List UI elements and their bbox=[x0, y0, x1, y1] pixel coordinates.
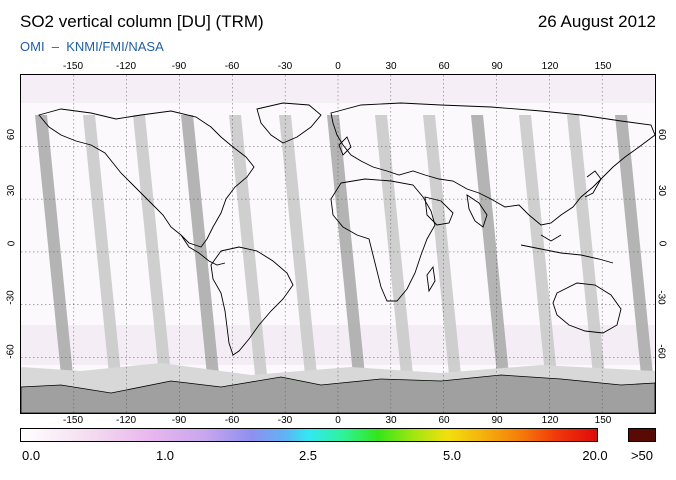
so2-map bbox=[20, 74, 656, 414]
south-america-coast bbox=[210, 246, 294, 356]
orbit-gap-stripe bbox=[279, 115, 317, 375]
lon-tick-bottom: 30 bbox=[385, 415, 397, 426]
europe-asia-coast bbox=[330, 102, 655, 226]
orbit-gap-stripe bbox=[423, 115, 461, 375]
africa-coast bbox=[330, 178, 436, 302]
lat-tick-left: -30 bbox=[5, 290, 17, 305]
lat-tick-right: 60 bbox=[656, 128, 668, 141]
lat-tick-left: 30 bbox=[6, 184, 18, 197]
japan-coast bbox=[584, 170, 602, 198]
australia-coast bbox=[552, 282, 622, 334]
arabia-india-coast bbox=[424, 194, 488, 228]
lon-tick-bottom: -90 bbox=[171, 415, 187, 426]
lon-tick-bottom: 0 bbox=[335, 415, 341, 426]
lon-tick-top: 120 bbox=[541, 61, 559, 72]
orbit-gap-stripe bbox=[471, 115, 509, 375]
coastlines bbox=[38, 102, 655, 356]
colorbar-label: 1.0 bbox=[155, 448, 175, 463]
lon-tick-bottom: -120 bbox=[115, 415, 137, 426]
orbit-gap-stripe bbox=[83, 115, 121, 375]
orbit-gap-stripe bbox=[133, 115, 171, 375]
lat-tick-left: 60 bbox=[6, 128, 18, 141]
lon-tick-top: 90 bbox=[491, 61, 503, 72]
north-america-coast bbox=[38, 108, 255, 248]
orbit-gap-stripe bbox=[327, 115, 365, 375]
orbit-gap-stripe bbox=[375, 115, 413, 375]
data-credit: OMI – KNMI/FMI/NASA bbox=[20, 39, 164, 54]
so2-colorbar bbox=[20, 428, 598, 442]
lon-tick-bottom: -60 bbox=[224, 415, 240, 426]
greenland-coast bbox=[256, 102, 322, 144]
lon-tick-top: 0 bbox=[335, 61, 341, 72]
lon-tick-bottom: 60 bbox=[438, 415, 450, 426]
central-america-coast bbox=[180, 234, 226, 266]
lon-tick-bottom: 150 bbox=[594, 415, 612, 426]
colorbar-overflow-box bbox=[628, 428, 656, 442]
lon-tick-bottom: -30 bbox=[277, 415, 293, 426]
lat-tick-right: 0 bbox=[656, 240, 668, 247]
graticule bbox=[21, 75, 655, 413]
colorbar-label: 20.0 bbox=[582, 448, 608, 463]
lon-tick-top: -120 bbox=[115, 61, 137, 72]
lat-tick-left: 0 bbox=[6, 240, 18, 247]
orbit-gap-stripe bbox=[181, 115, 219, 375]
orbit-gap-stripe bbox=[615, 115, 653, 375]
colorbar-label: 2.5 bbox=[298, 448, 318, 463]
lon-tick-top: -60 bbox=[224, 61, 240, 72]
lon-tick-top: -150 bbox=[62, 61, 84, 72]
lon-tick-top: 60 bbox=[438, 61, 450, 72]
orbit-gap-stripe bbox=[519, 115, 557, 375]
uk-coast bbox=[338, 136, 352, 156]
indonesia-coast bbox=[520, 234, 614, 264]
lat-tick-right: -30 bbox=[655, 290, 667, 305]
orbit-gap-stripe bbox=[567, 115, 605, 375]
lon-tick-top: 150 bbox=[594, 61, 612, 72]
orbit-gap-stripe bbox=[229, 115, 267, 375]
orbit-gap-stripes bbox=[35, 115, 653, 375]
lon-tick-bottom: -150 bbox=[62, 415, 84, 426]
lon-tick-bottom: 120 bbox=[541, 415, 559, 426]
lon-tick-top: -30 bbox=[277, 61, 293, 72]
lat-tick-right: -60 bbox=[655, 344, 667, 359]
lon-tick-top: 30 bbox=[385, 61, 397, 72]
map-title: SO2 vertical column [DU] (TRM) bbox=[20, 12, 264, 31]
lat-tick-left: -60 bbox=[5, 344, 17, 359]
colorbar-label: 0.0 bbox=[22, 448, 41, 463]
madagascar-coast bbox=[426, 265, 436, 293]
lon-tick-top: -90 bbox=[171, 61, 187, 72]
lon-tick-bottom: 90 bbox=[491, 415, 503, 426]
orbit-gap-stripe bbox=[35, 115, 73, 375]
colorbar-overflow-label: >50 bbox=[630, 448, 654, 463]
colorbar-label: 5.0 bbox=[442, 448, 462, 463]
map-date: 26 August 2012 bbox=[537, 12, 656, 31]
lat-tick-right: 30 bbox=[656, 184, 668, 197]
